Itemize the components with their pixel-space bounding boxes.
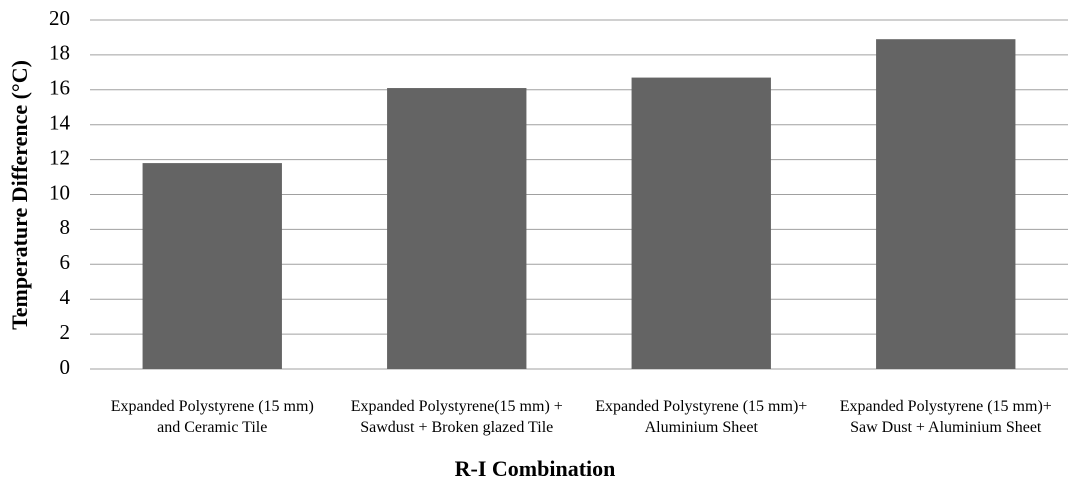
y-axis-title: Temperature Difference (°C)	[7, 60, 32, 330]
y-tick-label: 18	[49, 41, 70, 65]
y-tick-label: 12	[49, 145, 70, 169]
y-tick-label: 0	[60, 355, 71, 379]
x-tick-label: Expanded Polystyrene (15 mm)+ Aluminium …	[595, 398, 808, 436]
x-tick-label: Expanded Polystyrene(15 mm) + Sawdust + …	[350, 398, 563, 436]
y-tick-label: 16	[49, 76, 70, 100]
bar	[142, 163, 282, 369]
y-tick-label: 20	[49, 6, 70, 30]
y-tick-label: 4	[60, 285, 71, 309]
bar	[387, 88, 527, 370]
x-tick-label: Expanded Polystyrene (15 mm) and Ceramic…	[110, 398, 314, 436]
y-tick-label: 6	[60, 250, 71, 274]
y-tick-label: 8	[60, 215, 71, 239]
y-tick-label: 10	[49, 180, 70, 204]
x-axis-title: R-I Combination	[454, 456, 616, 481]
x-tick-label: Expanded Polystyrene (15 mm)+ Saw Dust +…	[839, 398, 1052, 436]
y-tick-label: 14	[49, 111, 71, 135]
y-tick-label: 2	[60, 320, 71, 344]
bar	[876, 39, 1016, 369]
bar	[631, 77, 771, 370]
